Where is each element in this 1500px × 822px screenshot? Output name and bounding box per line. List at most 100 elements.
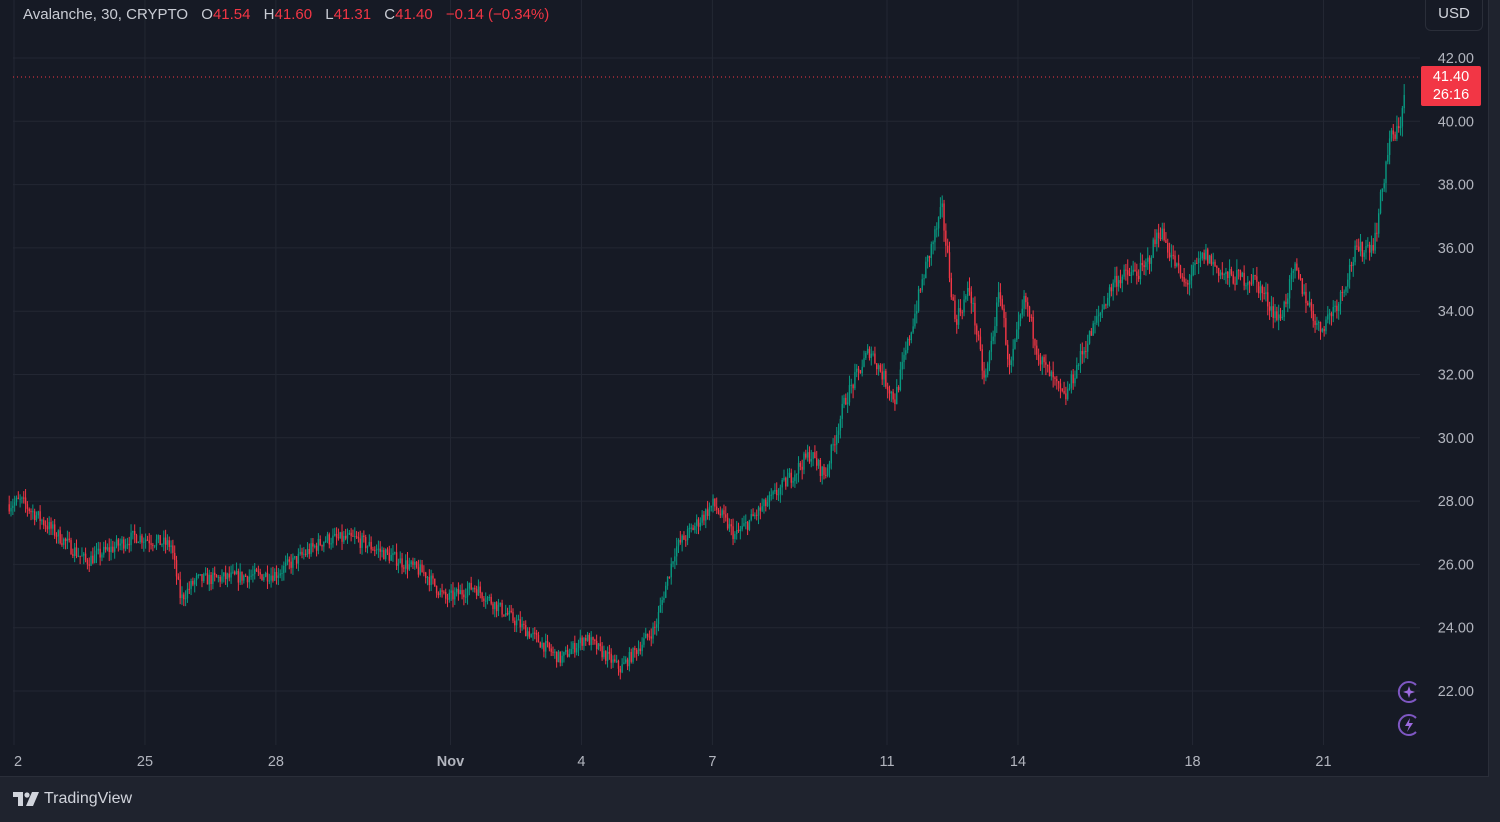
candle-body xyxy=(72,554,74,556)
lightning-icon[interactable] xyxy=(1397,713,1421,737)
candle-body xyxy=(1256,276,1258,282)
candle-body xyxy=(530,634,532,638)
tradingview-logo[interactable]: TradingView xyxy=(13,790,132,808)
candle xyxy=(761,498,763,513)
candle xyxy=(863,350,865,368)
candle-body xyxy=(850,384,852,386)
candle-body xyxy=(606,651,609,661)
candle xyxy=(290,554,292,574)
chart-pane[interactable] xyxy=(0,0,1489,777)
candle-body xyxy=(332,535,334,544)
candle xyxy=(546,634,549,648)
currency-button[interactable]: USD xyxy=(1425,0,1483,31)
candle-body xyxy=(141,535,143,543)
candle xyxy=(674,548,676,570)
candle xyxy=(197,573,200,579)
candle xyxy=(395,543,398,571)
candle xyxy=(15,495,18,506)
candle-body xyxy=(861,366,863,374)
candle-body xyxy=(608,651,611,654)
sparkle-icon[interactable] xyxy=(1397,680,1421,704)
candle xyxy=(234,570,236,576)
candle xyxy=(1112,279,1114,301)
candle-body xyxy=(534,632,536,634)
candle xyxy=(745,514,747,530)
grid-lines xyxy=(13,0,1420,745)
candle-body xyxy=(1183,277,1185,283)
candle xyxy=(1039,353,1042,371)
candle xyxy=(372,546,374,551)
candle xyxy=(259,568,261,579)
candle-body xyxy=(1014,339,1016,349)
candle xyxy=(226,572,229,588)
candle xyxy=(1379,189,1382,215)
candle xyxy=(535,629,538,643)
candle xyxy=(166,534,169,550)
candle xyxy=(1358,238,1360,253)
candle-body xyxy=(979,336,982,350)
candle-body xyxy=(668,576,671,578)
candle-body xyxy=(1267,292,1269,307)
candle xyxy=(1074,370,1076,387)
candle xyxy=(201,573,203,588)
candle-body xyxy=(161,544,163,546)
candle-body xyxy=(314,545,316,547)
candle-body xyxy=(1347,279,1349,287)
candle xyxy=(1283,300,1285,321)
candle xyxy=(1006,339,1009,368)
candle xyxy=(768,491,771,510)
candle xyxy=(279,569,281,579)
candle xyxy=(846,392,849,413)
candle-body xyxy=(1394,134,1396,139)
candle xyxy=(181,586,183,605)
candle xyxy=(113,541,116,559)
candle xyxy=(977,330,980,341)
candle-body xyxy=(579,637,581,644)
candle xyxy=(1090,327,1093,336)
candle-body xyxy=(92,555,94,564)
candle xyxy=(159,535,161,546)
candle xyxy=(1174,250,1176,269)
candle xyxy=(986,361,989,378)
candle-body xyxy=(892,391,894,400)
candle xyxy=(928,255,931,268)
candle xyxy=(721,508,723,518)
candle-body xyxy=(250,575,252,577)
candle xyxy=(1065,386,1067,406)
candle-body xyxy=(748,519,751,530)
candle-body xyxy=(1237,270,1240,272)
candle-body xyxy=(908,338,911,341)
candle-body xyxy=(63,538,65,545)
candle-body xyxy=(1199,258,1202,260)
candle xyxy=(1230,266,1233,277)
candle-body xyxy=(950,278,953,298)
candle xyxy=(701,510,703,526)
candle xyxy=(164,529,167,554)
candle xyxy=(1394,131,1396,141)
candle xyxy=(1270,295,1273,318)
candle-body xyxy=(1010,360,1013,366)
candle xyxy=(324,536,327,543)
candle xyxy=(517,614,520,621)
candle xyxy=(786,468,789,487)
candle-body xyxy=(84,553,87,560)
candle-body xyxy=(1296,263,1298,271)
candle-body xyxy=(550,648,552,652)
candle-body xyxy=(312,543,314,547)
candle xyxy=(203,572,205,583)
candle xyxy=(255,567,258,572)
candle-body xyxy=(948,252,951,279)
candle xyxy=(335,527,338,546)
candle xyxy=(454,587,456,605)
candle xyxy=(1308,291,1311,308)
candle xyxy=(650,628,652,647)
candle xyxy=(632,647,634,664)
candle-body xyxy=(845,397,847,405)
candle-body xyxy=(846,402,849,405)
candle-body xyxy=(283,565,285,573)
candle-body xyxy=(637,648,640,654)
candle-body xyxy=(919,289,922,291)
candle-body xyxy=(648,636,651,638)
candle-body xyxy=(101,554,103,558)
